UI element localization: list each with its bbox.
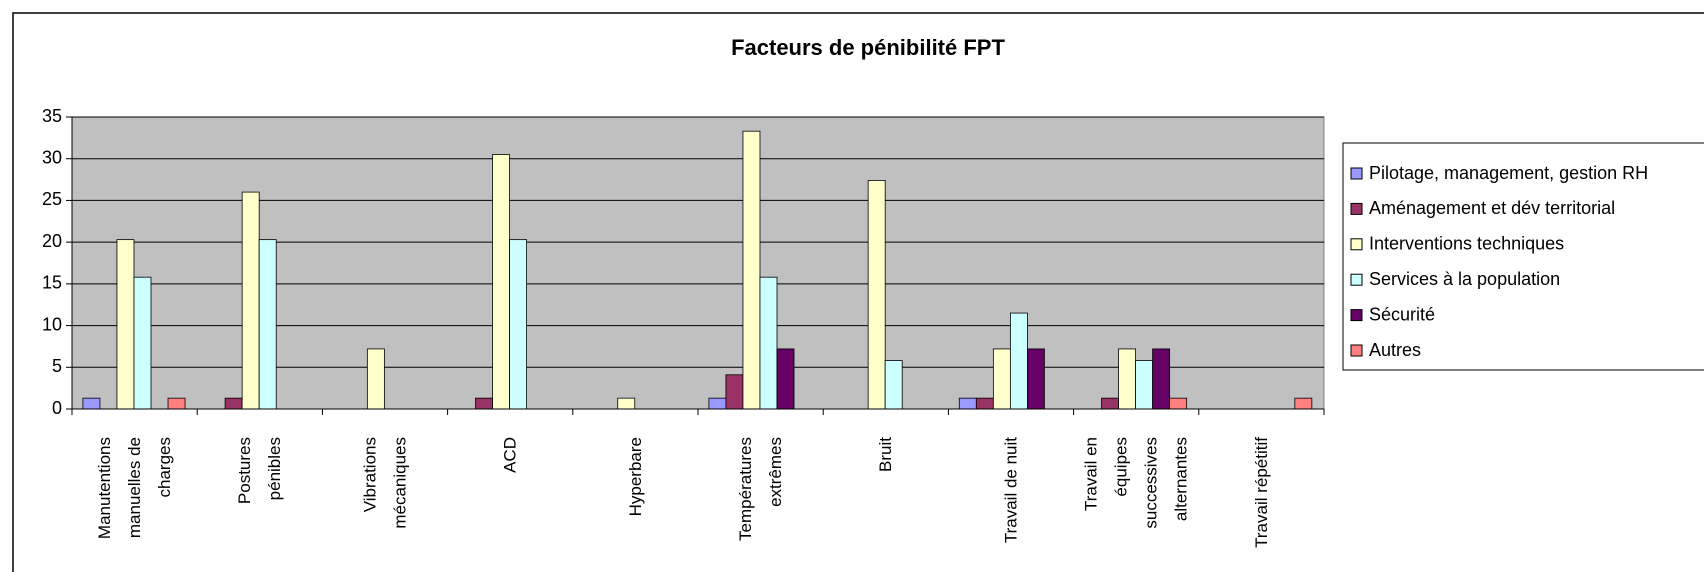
y-tick-label: 20: [42, 231, 62, 251]
chart-title: Facteurs de pénibilité FPT: [731, 35, 1005, 60]
bar: [958, 397, 977, 410]
legend-label: Sécurité: [1369, 304, 1435, 324]
x-tick-label-box: ACD: [448, 437, 573, 561]
x-tick-label-box: Vibrations mécaniques: [322, 437, 447, 561]
bar: [867, 180, 886, 410]
bar: [167, 397, 186, 410]
bar: [1101, 397, 1119, 410]
x-tick-label: Travail répétitif: [1251, 437, 1271, 548]
y-tick-label: 10: [42, 314, 62, 334]
bar: [725, 374, 744, 410]
x-tick-label-box: Manutentions manuelles de charges: [72, 437, 197, 561]
bar: [742, 130, 761, 410]
y-tick-label: 30: [42, 147, 62, 167]
x-tick-label-box: Températures extrêmes: [698, 437, 823, 561]
x-tick-label: Travail en équipes successives alternant…: [1081, 437, 1191, 529]
x-tick-label-wrap: Travail répétitif: [1199, 437, 1324, 561]
legend-label: Aménagement et dév territorial: [1369, 198, 1615, 218]
bar: [509, 239, 528, 410]
bar: [492, 154, 510, 410]
x-tick-label-wrap: Vibrations mécaniques: [322, 437, 447, 561]
y-tick-label: 5: [52, 356, 62, 376]
bar: [884, 360, 903, 410]
x-tick-label: Vibrations mécaniques: [359, 437, 409, 529]
x-tick-label: Manutentions manuelles de charges: [94, 437, 174, 540]
x-tick-label: Postures pénibles: [234, 437, 284, 505]
bar: [776, 348, 795, 410]
legend-swatch: [1350, 202, 1363, 215]
x-tick-label-wrap: Travail de nuit: [948, 437, 1073, 561]
x-tick-label-box: Postures pénibles: [197, 437, 322, 561]
legend-label: Interventions techniques: [1369, 234, 1564, 254]
bar: [82, 397, 101, 410]
x-tick-label-wrap: Travail en équipes successives alternant…: [1074, 437, 1199, 561]
legend-label: Autres: [1369, 340, 1421, 360]
x-tick-label-wrap: Bruit: [823, 437, 948, 561]
x-tick-label-box: Travail répétitif: [1199, 437, 1324, 561]
legend-swatch: [1350, 273, 1363, 286]
bar: [1009, 312, 1028, 410]
y-tick-label: 25: [42, 189, 62, 209]
x-tick-label-wrap: Hyperbare: [573, 437, 698, 561]
legend-swatch: [1350, 344, 1363, 357]
x-tick-label: Hyperbare: [625, 437, 645, 517]
x-tick-label: Bruit: [875, 437, 895, 472]
x-tick-label-wrap: Postures pénibles: [197, 437, 322, 561]
bar: [1294, 397, 1313, 410]
x-tick-label-wrap: ACD: [448, 437, 573, 561]
x-tick-label-box: Hyperbare: [573, 437, 698, 561]
x-tick-label-box: Travail en équipes successives alternant…: [1074, 437, 1199, 561]
bar: [133, 276, 152, 410]
x-tick-label-wrap: Manutentions manuelles de charges: [72, 437, 197, 561]
bar: [366, 348, 385, 410]
bar: [975, 397, 994, 410]
bar: [617, 397, 636, 410]
bar: [258, 239, 277, 410]
x-tick-label: Travail de nuit: [1000, 437, 1020, 544]
x-tick-label-box: Travail de nuit: [948, 437, 1073, 561]
x-tick-label-box: Bruit: [823, 437, 948, 561]
bar: [1152, 348, 1171, 410]
plot-area: [71, 116, 1325, 410]
bar: [759, 276, 778, 410]
legend-label: Pilotage, management, gestion RH: [1369, 163, 1648, 183]
legend-label: Services à la population: [1369, 269, 1560, 289]
bar: [992, 348, 1011, 410]
x-tick-label: Températures extrêmes: [735, 437, 785, 541]
bar: [475, 397, 493, 410]
x-tick-label: ACD: [500, 437, 520, 473]
legend-box: [1342, 142, 1704, 371]
bar: [1027, 348, 1045, 410]
legend-swatch: [1350, 167, 1363, 180]
bar: [224, 397, 243, 410]
bar: [1169, 397, 1188, 410]
legend-swatch: [1350, 309, 1363, 322]
x-tick-label-wrap: Températures extrêmes: [698, 437, 823, 561]
y-tick-label: 15: [42, 273, 62, 293]
legend-swatch: [1350, 238, 1363, 251]
y-tick-label: 0: [52, 398, 62, 418]
bar: [1135, 360, 1154, 410]
bar: [116, 239, 135, 410]
bar: [241, 191, 260, 410]
y-tick-label: 35: [42, 106, 62, 126]
bar: [1118, 348, 1136, 410]
bar: [708, 397, 727, 410]
